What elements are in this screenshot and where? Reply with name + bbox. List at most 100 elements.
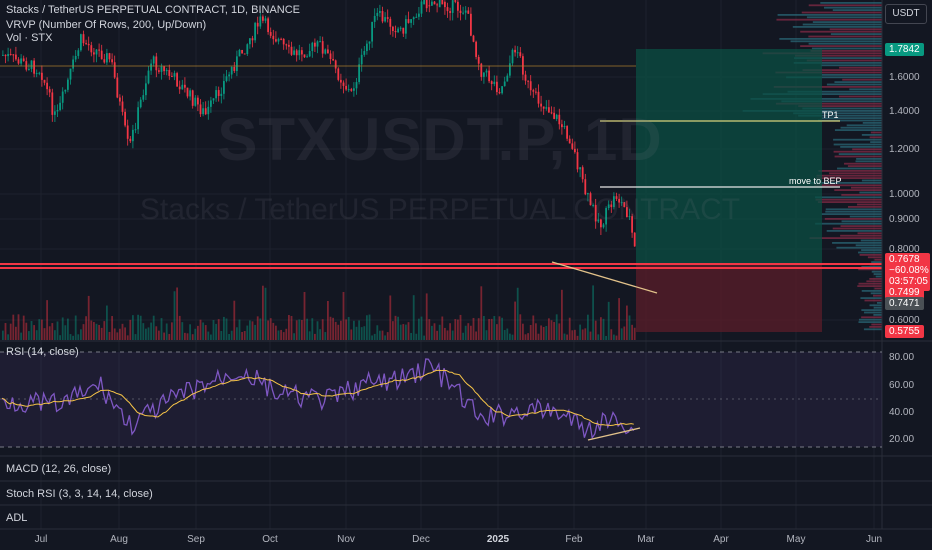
volume-bar <box>132 315 134 340</box>
profile-row <box>857 232 882 235</box>
volume-bar <box>178 315 181 340</box>
profile-row <box>850 186 882 189</box>
profile-row <box>834 189 882 191</box>
candles <box>2 0 636 247</box>
rsi-line[interactable] <box>1 358 635 440</box>
profile-row <box>869 326 882 328</box>
profile-row <box>858 268 882 271</box>
candle-body <box>386 17 389 19</box>
candle-body <box>584 179 587 195</box>
volume-bar <box>280 329 282 340</box>
volume-profile <box>742 2 882 331</box>
candle-body <box>358 64 360 83</box>
profile-row <box>829 28 882 31</box>
candle-body <box>350 89 353 91</box>
vrvp-legend[interactable]: VRVP (Number Of Rows, 200, Up/Down) <box>6 19 207 31</box>
volume-bar <box>90 320 93 340</box>
volume-bar <box>93 322 95 340</box>
volume-bar <box>137 314 139 340</box>
profile-row <box>857 285 882 287</box>
candle-body <box>415 16 418 18</box>
candle-body <box>602 224 605 228</box>
volume-bar <box>592 285 594 340</box>
volume-bar <box>363 326 366 340</box>
volume-bar <box>454 319 457 340</box>
profile-row <box>841 194 882 196</box>
candle-body <box>204 108 207 115</box>
candle-body <box>67 79 69 90</box>
volume-bar <box>316 321 319 340</box>
candle-body <box>43 79 46 83</box>
candle-body <box>503 81 506 87</box>
volume-bar <box>9 323 12 340</box>
candle-body <box>230 66 233 75</box>
volume-bar <box>386 332 389 340</box>
level-badge-1: 0.7499 <box>885 286 924 299</box>
adl-title[interactable]: ADL <box>6 512 28 524</box>
candle-body <box>511 49 514 64</box>
candle-body <box>303 54 306 58</box>
volume-bar <box>607 301 610 340</box>
candle-body <box>592 204 594 206</box>
loss-zone[interactable] <box>636 265 822 332</box>
time-label: 2025 <box>486 534 510 545</box>
candle-body <box>9 54 12 56</box>
volume-bar <box>602 318 605 340</box>
rsi-ma-line[interactable] <box>1 369 634 427</box>
macd-title[interactable]: MACD (12, 26, close) <box>6 463 112 475</box>
volume-bar <box>329 316 332 340</box>
volume-bar <box>529 325 532 340</box>
candle-body <box>293 50 295 55</box>
volume-bar <box>106 305 108 340</box>
profile-row <box>861 134 882 136</box>
profile-row <box>779 38 882 40</box>
profile-row <box>825 208 882 211</box>
currency-button[interactable]: USDT <box>885 4 927 24</box>
candle-body <box>418 13 420 17</box>
rsi-title[interactable]: RSI (14, close) <box>6 346 79 358</box>
volume-legend[interactable]: Vol · STX <box>6 32 53 44</box>
volume-bar <box>350 329 353 340</box>
candle-body <box>373 15 376 22</box>
volume-bar <box>597 334 600 340</box>
volume-bar <box>376 325 379 340</box>
candle-body <box>628 216 631 218</box>
volume-bar <box>259 318 262 340</box>
candle-body <box>308 51 311 57</box>
symbol-legend[interactable]: Stacks / TetherUS PERPETUAL CONTRACT, 1D… <box>6 4 301 16</box>
time-label: Feb <box>565 534 583 545</box>
profile-row <box>852 148 882 151</box>
profile-row <box>847 206 882 208</box>
candle-body <box>116 77 119 98</box>
profile-row <box>826 230 882 232</box>
profile-row <box>798 114 882 117</box>
candle-body <box>184 84 186 88</box>
profile-row <box>861 179 882 182</box>
volume-bar <box>493 316 496 340</box>
rsi-divergence-line[interactable] <box>587 427 641 441</box>
volume-bar <box>381 330 384 340</box>
volume-bar <box>246 325 249 340</box>
volume-bar <box>459 314 462 340</box>
volume-bar <box>56 321 59 340</box>
profile-row <box>821 213 882 215</box>
volume-bar <box>87 295 90 340</box>
candle-body <box>158 70 160 72</box>
volume-bar <box>288 315 290 340</box>
candle-body <box>38 72 41 74</box>
candle-body <box>64 89 67 92</box>
profile-row <box>829 172 882 175</box>
stoch-rsi-title[interactable]: Stoch RSI (3, 3, 14, 14, close) <box>6 488 153 500</box>
profile-row <box>815 222 882 225</box>
profile-row <box>840 225 882 227</box>
candle-body <box>332 58 334 61</box>
profit-zone[interactable] <box>636 49 822 265</box>
candle-body <box>301 50 303 55</box>
volume-bar <box>457 319 459 340</box>
profile-row <box>809 182 882 184</box>
divergence-trendline[interactable] <box>551 261 658 294</box>
candle-body <box>444 1 446 8</box>
volume-bar <box>77 334 80 340</box>
candle-body <box>272 35 275 40</box>
